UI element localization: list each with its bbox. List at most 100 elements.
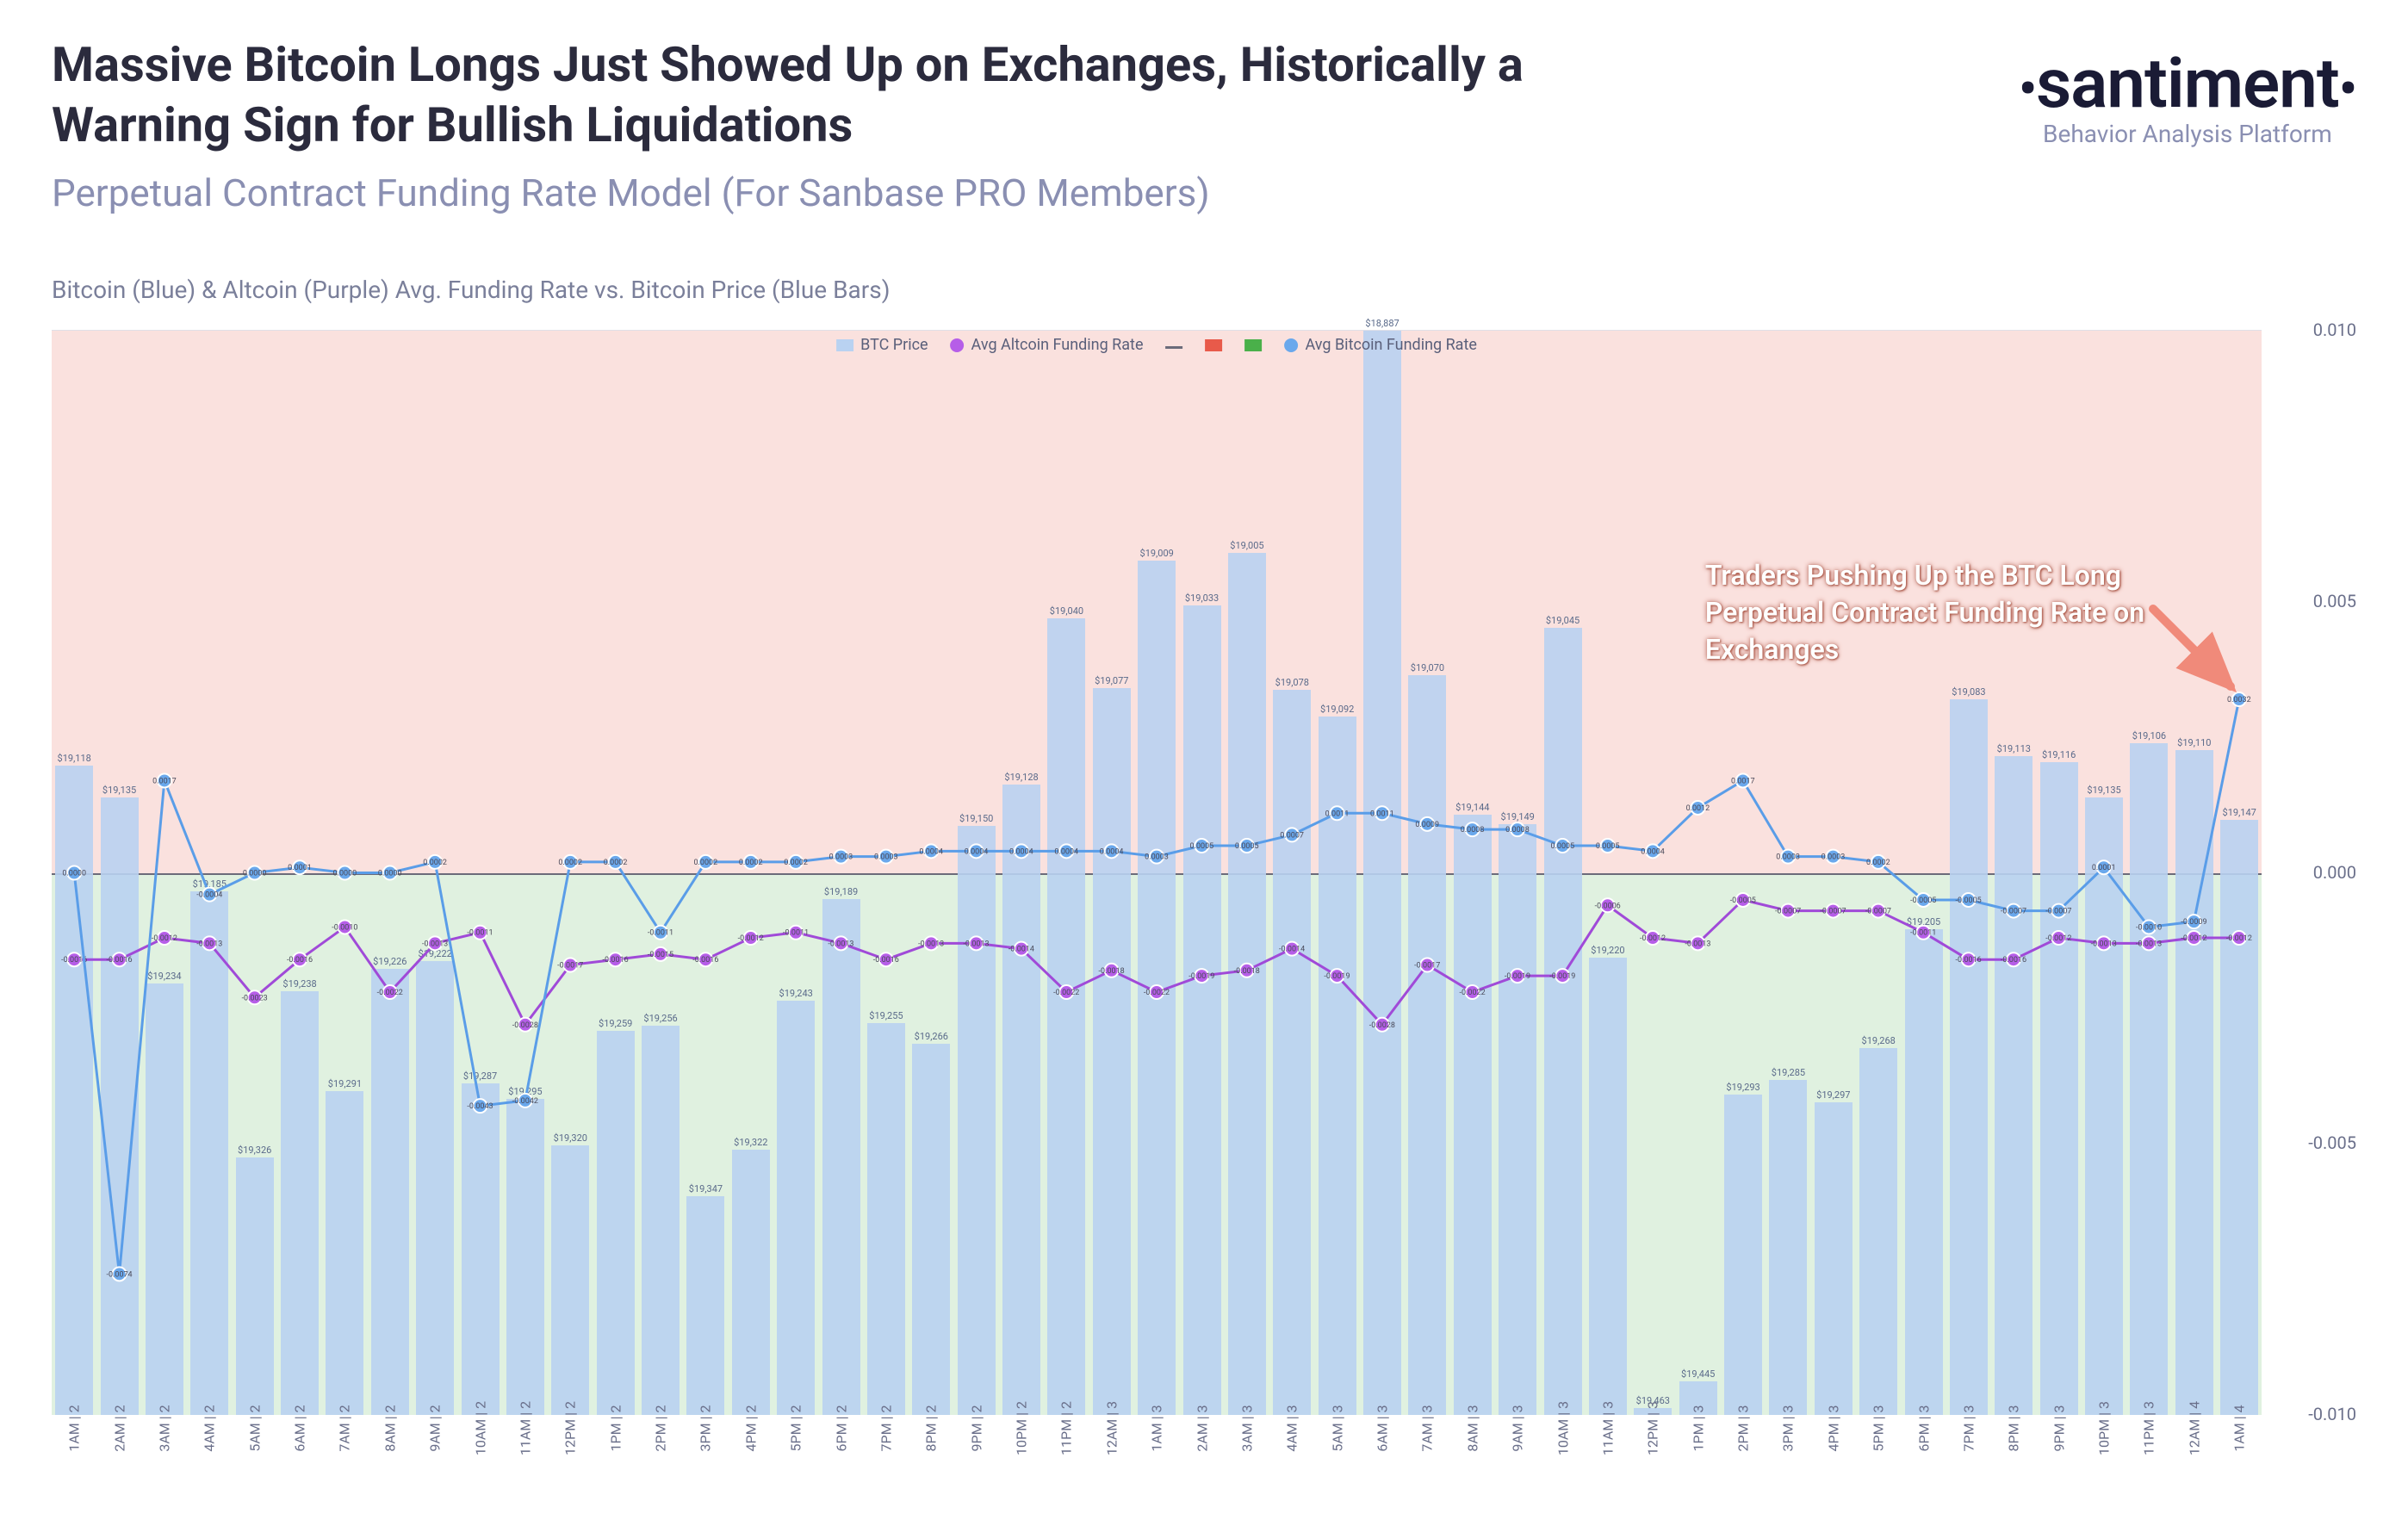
- x-tick: 3PM | 2: [683, 1415, 728, 1475]
- y-axis: 0.0100.0050.000-0.005-0.010: [2270, 330, 2356, 1415]
- chart-container: BTC Price Avg Altcoin Funding Rate Avg B…: [52, 330, 2356, 1475]
- price-label: $19,040: [1050, 605, 1083, 617]
- price-label: $19,009: [1140, 548, 1174, 559]
- price-bar: [462, 1083, 500, 1415]
- price-label: $19,220: [1591, 945, 1624, 956]
- x-tick: 8PM | 3: [1991, 1415, 2036, 1475]
- price-label: $19,205: [1907, 916, 1940, 928]
- price-bar: [1273, 690, 1311, 1415]
- price-label: $19,092: [1320, 704, 1354, 715]
- price-label: $19,118: [58, 753, 91, 764]
- brand-name: santiment: [2036, 43, 2339, 124]
- price-label: $19,005: [1230, 540, 1263, 551]
- price-label: $19,268: [1862, 1035, 1896, 1046]
- legend-alt-rate: Avg Altcoin Funding Rate: [951, 336, 1144, 354]
- bar-slot: $19,150: [954, 331, 999, 1415]
- x-tick: 11PM | 3: [2126, 1415, 2171, 1475]
- x-tick: 9PM | 3: [2037, 1415, 2082, 1475]
- price-label: $19,135: [102, 785, 136, 796]
- price-label: $19,297: [1816, 1089, 1850, 1101]
- price-label: $19,322: [734, 1137, 767, 1148]
- price-label: $19,320: [554, 1132, 587, 1144]
- price-label: $19,259: [599, 1018, 632, 1029]
- bar-slot: $19,149: [1495, 331, 1540, 1415]
- price-label: $19,243: [779, 988, 813, 999]
- legend-dash: [1165, 341, 1182, 349]
- price-label: $19,113: [1997, 743, 2031, 754]
- bar-slot: $18,887: [1360, 331, 1405, 1415]
- brand-tagline: Behavior Analysis Platform: [2019, 120, 2356, 148]
- x-tick: 11PM | 2: [1044, 1415, 1089, 1475]
- bar-slot: $19,045: [1540, 331, 1585, 1415]
- bar-slot: $19,144: [1450, 331, 1495, 1415]
- bar-slot: $19,147: [2217, 331, 2262, 1415]
- bar-slot: $19,222: [413, 331, 457, 1415]
- brand-logo: •santiment•: [2019, 43, 2356, 124]
- bar-slot: $19,118: [52, 331, 96, 1415]
- price-bar: [1499, 824, 1536, 1415]
- bar-slot: $19,077: [1089, 331, 1134, 1415]
- bar-slot: $19,256: [638, 331, 683, 1415]
- x-tick: 8PM | 2: [909, 1415, 953, 1475]
- x-tick: 10AM | 2: [457, 1415, 502, 1475]
- price-label: $19,116: [2042, 749, 2076, 760]
- bar-slot: $19,189: [818, 331, 863, 1415]
- price-label: $19,287: [463, 1070, 497, 1082]
- price-label: $19,128: [1004, 772, 1038, 783]
- price-bar: [867, 1023, 905, 1415]
- main-title: Massive Bitcoin Longs Just Showed Up on …: [52, 34, 1602, 155]
- x-tick: 10PM | 2: [999, 1415, 1044, 1475]
- price-label: $19,347: [689, 1183, 723, 1194]
- x-tick: 2AM | 3: [1179, 1415, 1224, 1475]
- annotation-arrow: [2144, 600, 2248, 704]
- price-bar: [281, 991, 319, 1415]
- x-tick: 1AM | 4: [2217, 1415, 2262, 1475]
- price-label: $19,147: [2223, 807, 2256, 818]
- price-bar: [506, 1099, 544, 1415]
- title-block: Massive Bitcoin Longs Just Showed Up on …: [52, 34, 1602, 215]
- x-tick: 8AM | 3: [1450, 1415, 1495, 1475]
- price-bar: [642, 1026, 680, 1415]
- price-label: $19,033: [1185, 592, 1219, 604]
- bar-slot: $19,135: [96, 331, 141, 1415]
- x-tick: 2PM | 3: [1721, 1415, 1766, 1475]
- subtitle: Perpetual Contract Funding Rate Model (F…: [52, 171, 1602, 215]
- bar-slot: $19,287: [457, 331, 502, 1415]
- bar-slot: $19,078: [1269, 331, 1314, 1415]
- bar-slot: $19,255: [864, 331, 909, 1415]
- price-bar: [1905, 929, 1943, 1415]
- bar-slot: $19,070: [1405, 331, 1449, 1415]
- y-tick: 0.000: [2313, 862, 2356, 883]
- price-bar: [958, 826, 996, 1415]
- y-tick: -0.005: [2308, 1132, 2356, 1153]
- series-description: Bitcoin (Blue) & Altcoin (Purple) Avg. F…: [52, 276, 2356, 304]
- bar-slot: $19,322: [729, 331, 773, 1415]
- bar-slot: $19,243: [773, 331, 818, 1415]
- x-tick: 3PM | 3: [1766, 1415, 1810, 1475]
- price-bar: [1093, 688, 1131, 1415]
- legend-green-box: [1244, 339, 1262, 351]
- price-bar: [1769, 1080, 1807, 1415]
- x-tick: 10AM | 3: [1540, 1415, 1585, 1475]
- annotation-text: Traders Pushing Up the BTC Long Perpetua…: [1705, 557, 2153, 669]
- legend-red-box: [1205, 339, 1222, 351]
- price-bar: [371, 969, 409, 1415]
- price-bar: [2130, 743, 2168, 1415]
- price-label: $19,326: [238, 1145, 271, 1156]
- y-tick: 0.005: [2313, 591, 2356, 611]
- bar-slot: $19,463: [1630, 331, 1675, 1415]
- x-axis: 1AM | 22AM | 23AM | 24AM | 25AM | 26AM |…: [52, 1415, 2262, 1475]
- bar-slot: $19,238: [277, 331, 322, 1415]
- bar-slot: $19,234: [142, 331, 187, 1415]
- price-label: $19,266: [915, 1031, 948, 1042]
- bar-slot: $19,128: [999, 331, 1044, 1415]
- chart-legend: BTC Price Avg Altcoin Funding Rate Avg B…: [836, 336, 1477, 354]
- bar-slot: $19,326: [233, 331, 277, 1415]
- price-label: $19,222: [419, 948, 452, 959]
- price-label: $19,255: [869, 1010, 903, 1021]
- price-bar: [822, 899, 860, 1415]
- x-tick: 11AM | 3: [1586, 1415, 1630, 1475]
- price-bar: [1408, 675, 1446, 1415]
- price-label: $19,238: [282, 978, 316, 990]
- price-bar: [101, 797, 139, 1415]
